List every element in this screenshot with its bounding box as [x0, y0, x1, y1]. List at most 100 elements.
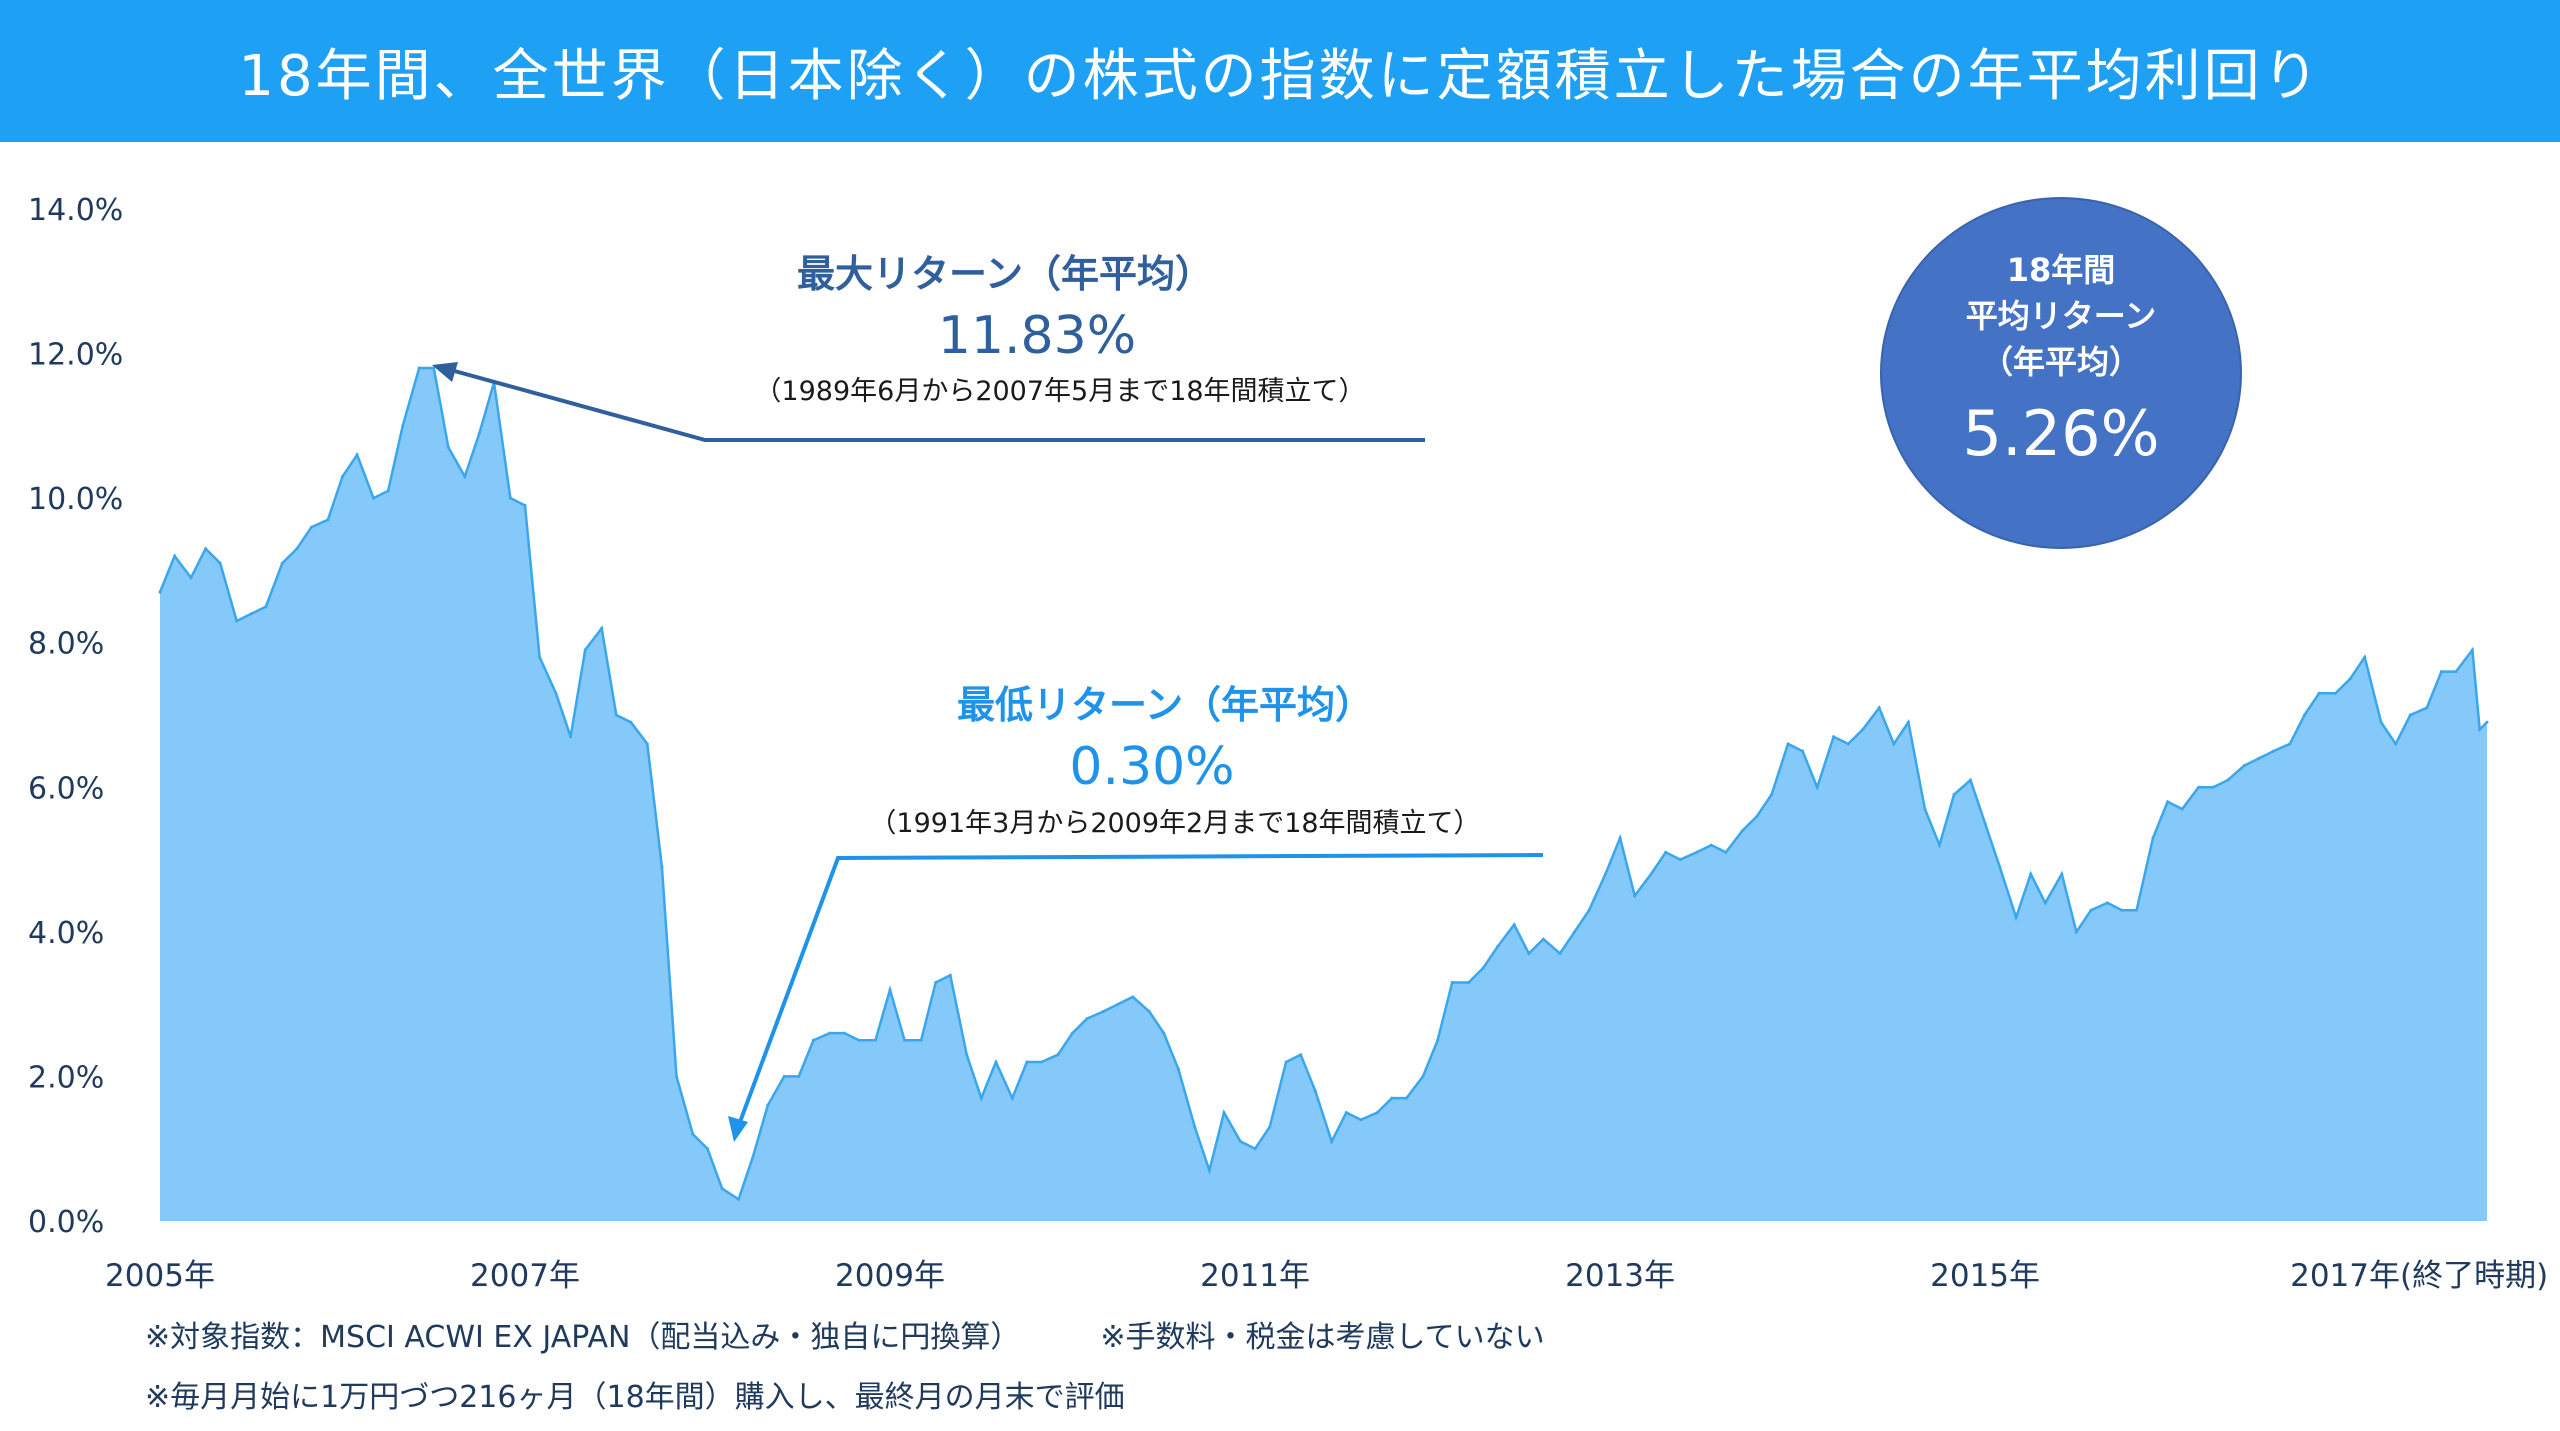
y-tick-label: 8.0%: [28, 627, 104, 662]
data-point: [2166, 800, 2170, 804]
data-point: [2454, 670, 2458, 674]
data-point: [2470, 648, 2474, 652]
min-return-note: （1991年3月から2009年2月まで18年間積立て）: [869, 808, 1480, 839]
max-return-leader-line: [439, 365, 1425, 442]
x-tick-label: 2015年: [1930, 1258, 2040, 1294]
data-point: [903, 1038, 907, 1042]
data-point: [782, 1074, 786, 1078]
data-point: [1938, 843, 1941, 847]
data-point: [477, 431, 481, 435]
data-point: [372, 496, 375, 500]
data-point: [2257, 756, 2261, 760]
data-point: [1923, 807, 1927, 811]
data-point: [1085, 1017, 1089, 1021]
y-tick-label: 14.0%: [28, 193, 123, 228]
data-point: [751, 1154, 755, 1158]
x-tick-label: 2009年: [835, 1258, 945, 1294]
data-point: [857, 1038, 861, 1042]
data-point: [1724, 850, 1728, 854]
data-point: [1330, 1140, 1334, 1143]
data-point: [523, 503, 527, 507]
data-point: [508, 496, 512, 500]
data-point: [1786, 742, 1790, 746]
max-return-value: 11.83%: [938, 306, 1136, 366]
y-tick-label: 4.0%: [28, 916, 104, 951]
data-point: [766, 1103, 770, 1107]
data-point: [873, 1038, 877, 1042]
data-point: [600, 626, 604, 630]
data-point: [2074, 930, 2078, 934]
data-point: [1983, 821, 1987, 825]
data-point: [2197, 785, 2201, 789]
data-point: [2226, 778, 2230, 782]
data-point: [2014, 915, 2018, 919]
data-point: [355, 453, 359, 457]
data-point: [1071, 1031, 1074, 1035]
min-return-arrowhead: [728, 1116, 748, 1142]
data-point: [842, 1031, 846, 1035]
footnotes: ※対象指数：MSCI ACWI EX JAPAN（配当込み・独自に円換算） ※手数…: [145, 1308, 1545, 1428]
footnote-method: ※毎月月始に1万円づつ216ヶ月（18年間）購入し、最終月の月末で評価: [145, 1380, 1125, 1415]
data-point: [173, 554, 177, 558]
data-point: [2120, 908, 2124, 912]
x-axis: 2005年 2007年 2009年 2011年 2013年 2015年 2017年(終了時期…: [105, 1258, 2548, 1294]
y-tick-label: 2.0%: [28, 1060, 104, 1095]
data-point: [828, 1031, 832, 1035]
data-point: [2180, 807, 2184, 811]
data-point: [417, 366, 421, 370]
data-point: [432, 366, 436, 370]
data-point: [1512, 923, 1516, 927]
data-point: [2334, 691, 2337, 695]
area-chart: 0.0% 2.0% 4.0% 6.0% 8.0% 10.0% 12.0% 14.0% 2005…: [28, 193, 2548, 1294]
data-point: [2348, 677, 2352, 681]
data-point: [1025, 1060, 1029, 1064]
data-point: [1664, 850, 1668, 854]
data-point: [2029, 872, 2033, 876]
x-tick-label: 2011年: [1200, 1258, 1310, 1294]
data-point: [1405, 1096, 1408, 1100]
data-point: [691, 1132, 695, 1136]
data-point: [1222, 1111, 1226, 1115]
data-point: [2105, 901, 2109, 905]
data-point: [919, 1038, 923, 1042]
data-point: [1162, 1031, 1166, 1035]
min-return-heading: 最低リターン（年平均）: [957, 683, 1373, 727]
badge-label: 平均リターン: [1965, 297, 2157, 335]
data-point: [1846, 742, 1850, 746]
data-point: [1815, 785, 1819, 789]
y-tick-label: 0.0%: [28, 1205, 104, 1240]
data-point: [2242, 764, 2246, 768]
y-tick-label: 6.0%: [28, 771, 104, 806]
badge-value: 5.26%: [1962, 397, 2160, 470]
data-point: [1861, 728, 1865, 731]
data-point: [2363, 655, 2367, 659]
data-point: [1390, 1096, 1394, 1100]
data-point: [1678, 858, 1682, 862]
data-point: [1481, 966, 1485, 970]
data-point: [218, 561, 222, 565]
data-point: [235, 619, 239, 623]
data-point: [1906, 720, 1910, 724]
data-point: [1618, 836, 1622, 840]
data-point: [1193, 1125, 1197, 1129]
x-tick-label: 2017年(終了時期): [2290, 1258, 2548, 1294]
data-point: [675, 1074, 678, 1078]
data-point: [1299, 1053, 1303, 1057]
min-return-leader-line: [735, 853, 1544, 1131]
data-point: [2151, 836, 2155, 840]
data-point: [660, 865, 664, 869]
data-point: [994, 1060, 998, 1064]
data-point: [2317, 691, 2321, 695]
data-point: [2394, 742, 2398, 746]
data-point: [189, 576, 193, 580]
max-return-arrowhead: [432, 362, 458, 382]
data-point: [2211, 785, 2215, 789]
data-point: [463, 475, 467, 478]
data-point: [1496, 944, 1500, 948]
data-point: [1558, 952, 1562, 955]
data-point: [401, 424, 405, 428]
x-tick-label: 2007年: [470, 1258, 580, 1294]
data-point: [295, 547, 299, 551]
data-point: [2425, 706, 2429, 710]
data-point: [1541, 937, 1545, 941]
